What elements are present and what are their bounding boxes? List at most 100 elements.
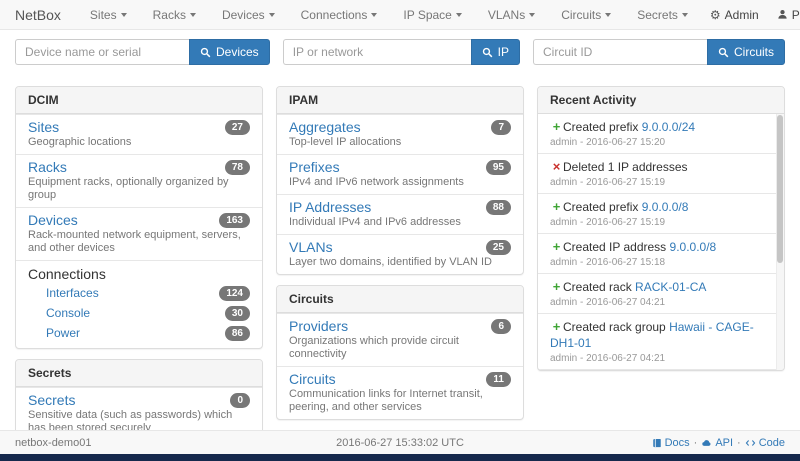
count-badge: 27 xyxy=(224,120,250,135)
activity-list: + Created prefix 9.0.0.0/24 admin - 2016-… xyxy=(538,114,784,370)
delete-icon: × xyxy=(552,159,561,174)
activity-item: + Created rack group Hawaii - CAGE-DH1-01… xyxy=(538,313,784,369)
activity-object-link[interactable]: 9.0.0.0/24 xyxy=(641,120,696,134)
nav-item-sites[interactable]: Sites xyxy=(77,8,140,22)
activity-action: Created IP address xyxy=(563,240,667,254)
plus-icon: + xyxy=(552,199,561,214)
ipam-item-prefixes: Prefixes 95 IPv4 and IPv6 network assign… xyxy=(277,154,523,194)
connections-row-console: Console 30 xyxy=(28,303,250,323)
api-link[interactable]: API xyxy=(701,437,733,449)
code-link[interactable]: Code xyxy=(745,437,785,449)
top-navbar: NetBox Sites Racks Devices Connections I… xyxy=(0,0,800,30)
item-description: Layer two domains, identified by VLAN ID xyxy=(289,256,492,268)
item-description: Equipment racks, optionally organized by… xyxy=(28,176,229,201)
count-badge: 7 xyxy=(491,120,511,135)
chevron-down-icon xyxy=(455,13,462,18)
bottom-bar xyxy=(0,454,800,461)
connections-row-power: Power 86 xyxy=(28,323,250,343)
chevron-down-icon xyxy=(120,13,127,18)
plus-icon: + xyxy=(552,279,561,294)
separator: · xyxy=(693,436,698,449)
plus-icon: + xyxy=(552,119,561,134)
device-search-input[interactable] xyxy=(15,39,189,65)
docs-link[interactable]: Docs xyxy=(652,437,690,449)
circuit-search-button[interactable]: Circuits xyxy=(706,39,785,65)
nav-item-devices[interactable]: Devices xyxy=(209,8,288,22)
prefixes-link[interactable]: Prefixes xyxy=(289,159,340,175)
racks-link[interactable]: Racks xyxy=(28,159,67,175)
server-time: 2016-06-27 15:33:02 UTC xyxy=(336,436,464,449)
ipam-item-ip-addresses: IP Addresses 88 Individual IPv4 and IPv6… xyxy=(277,194,523,234)
devices-link[interactable]: Devices xyxy=(28,212,78,228)
footer: netbox-demo01 2016-06-27 15:33:02 UTC Do… xyxy=(0,430,800,454)
panel-secrets: Secrets Secrets 0 Sensitive data (such a… xyxy=(15,359,263,430)
nav-item-connections[interactable]: Connections xyxy=(288,8,391,22)
activity-meta: admin - 2016-06-27 04:21 xyxy=(550,353,666,364)
nav-item-racks[interactable]: Racks xyxy=(140,8,209,22)
dcim-item-sites: Sites 27 Geographic locations xyxy=(16,114,262,154)
nav-label: Circuits xyxy=(561,7,602,22)
panel-title: IPAM xyxy=(277,87,523,114)
activity-item: × Deleted 1 IP addresses admin - 2016-06-… xyxy=(538,153,784,193)
power-link[interactable]: Power xyxy=(46,326,81,340)
activity-object-link[interactable]: RACK-01-CA xyxy=(635,280,707,294)
vlans-link[interactable]: VLANs xyxy=(289,239,333,255)
device-search-button[interactable]: Devices xyxy=(189,39,270,65)
item-description: IPv4 and IPv6 network assignments xyxy=(289,176,464,188)
activity-meta: admin - 2016-06-27 15:18 xyxy=(550,257,666,268)
nav-label: Racks xyxy=(152,7,186,22)
nav-item-ip-space[interactable]: IP Space xyxy=(390,8,474,22)
count-badge: 124 xyxy=(219,285,250,301)
activity-action: Created prefix xyxy=(563,120,639,134)
count-badge: 6 xyxy=(491,319,511,334)
activity-object-link[interactable]: 9.0.0.0/8 xyxy=(641,200,689,214)
item-description: Top-level IP allocations xyxy=(289,136,402,148)
item-description: Organizations which provide circuit conn… xyxy=(289,335,459,360)
activity-item: + Created IP address 9.0.0.0/8 admin - 20… xyxy=(538,233,784,273)
circuits-link[interactable]: Circuits xyxy=(289,371,336,387)
button-label: IP xyxy=(497,45,509,59)
button-label: Circuits xyxy=(733,45,774,59)
chevron-down-icon xyxy=(189,13,196,18)
link-label: Docs xyxy=(664,436,690,449)
separator: · xyxy=(737,436,741,449)
activity-scrollbar[interactable] xyxy=(776,114,784,370)
circuit-search-input[interactable] xyxy=(532,39,707,65)
nav-item-admin[interactable]: ⚙ Admin xyxy=(701,8,768,22)
secrets-link[interactable]: Secrets xyxy=(28,392,76,408)
user-icon xyxy=(777,9,788,20)
footer-links: Docs · API · Code xyxy=(528,437,785,449)
activity-object-link[interactable]: Hawaii - CAGE-DH1-01 xyxy=(550,320,754,350)
providers-link[interactable]: Providers xyxy=(289,318,349,334)
main-menu: Sites Racks Devices Connections IP Space… xyxy=(77,8,701,22)
nav-item-profile[interactable]: Profile xyxy=(768,8,800,22)
ip-search-button[interactable]: IP xyxy=(470,39,520,65)
panel-title: Circuits xyxy=(277,286,523,313)
aggregates-link[interactable]: Aggregates xyxy=(289,119,361,135)
ip-addresses-link[interactable]: IP Addresses xyxy=(289,199,372,215)
nav-item-vlans[interactable]: VLANs xyxy=(475,8,548,22)
nav-item-circuits[interactable]: Circuits xyxy=(548,8,624,22)
activity-object-link[interactable]: 9.0.0.0/8 xyxy=(669,240,717,254)
scrollbar-thumb[interactable] xyxy=(777,115,783,264)
link-label: Code xyxy=(758,436,786,449)
interfaces-link[interactable]: Interfaces xyxy=(46,286,99,300)
activity-meta: admin - 2016-06-27 15:19 xyxy=(550,177,666,188)
plus-icon: + xyxy=(552,319,561,334)
count-badge: 11 xyxy=(486,372,511,387)
circuits-item-circuits: Circuits 11 Communication links for Inte… xyxy=(277,366,523,419)
nav-label: Profile xyxy=(791,7,800,22)
hostname: netbox-demo01 xyxy=(15,436,92,449)
brand-netbox[interactable]: NetBox xyxy=(15,6,61,23)
sites-link[interactable]: Sites xyxy=(28,119,60,135)
dcim-item-connections: Connections Interfaces 124 Console 30 Po… xyxy=(16,260,262,348)
plus-icon: + xyxy=(552,239,561,254)
nav-label: Sites xyxy=(89,7,117,22)
panel-title: Secrets xyxy=(16,360,262,387)
console-link[interactable]: Console xyxy=(46,306,91,320)
nav-item-secrets[interactable]: Secrets xyxy=(624,8,701,22)
ip-search-input[interactable] xyxy=(282,39,471,65)
item-description: Sensitive data (such as passwords) which… xyxy=(28,409,233,430)
circuits-item-providers: Providers 6 Organizations which provide … xyxy=(277,313,523,366)
activity-meta: admin - 2016-06-27 15:19 xyxy=(550,217,666,228)
